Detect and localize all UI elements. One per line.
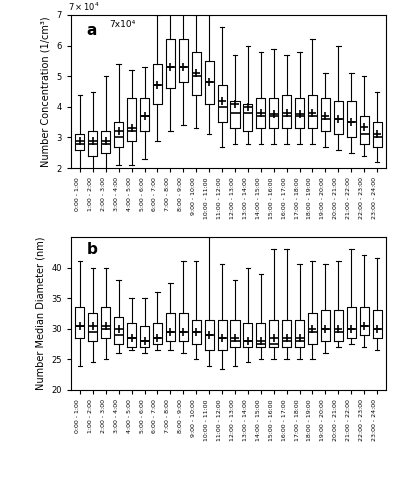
Text: 7x10⁴: 7x10⁴ [109,20,135,28]
Y-axis label: Number Concentration (1/cm³): Number Concentration (1/cm³) [41,16,51,167]
Y-axis label: Number Median Diameter (nm): Number Median Diameter (nm) [36,236,46,390]
Text: b: b [87,242,98,256]
Text: $7\times10^4$: $7\times10^4$ [68,1,100,14]
Text: a: a [87,22,97,38]
